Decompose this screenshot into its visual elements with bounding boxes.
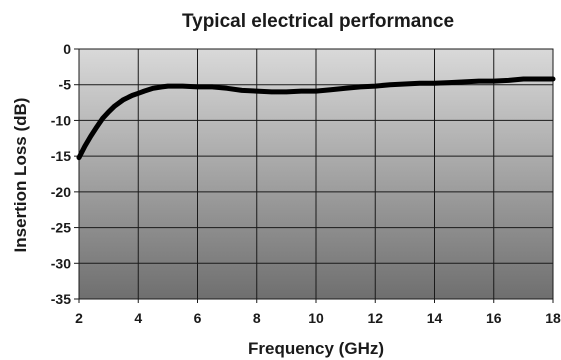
x-tick-label: 4 (134, 310, 142, 326)
y-tick-label: -15 (51, 148, 71, 164)
y-tick-labels: 0 -5 -10 -15 -20 -25 -30 -35 (51, 41, 71, 307)
y-tick-label: -30 (51, 255, 71, 271)
y-tick-label: -10 (51, 112, 71, 128)
x-tick-label: 18 (545, 310, 561, 326)
y-tick-label: -25 (51, 220, 71, 236)
x-tick-label: 16 (486, 310, 502, 326)
y-tick-label: -20 (51, 184, 71, 200)
y-tick-label: 0 (63, 41, 71, 57)
y-axis-label: Insertion Loss (dB) (11, 98, 30, 253)
insertion-loss-line (76, 76, 556, 161)
x-tick-label: 2 (75, 310, 83, 326)
x-axis-label: Frequency (GHz) (248, 339, 384, 358)
x-tick-label: 6 (194, 310, 202, 326)
x-tick-label: 8 (253, 310, 261, 326)
x-tick-label: 10 (308, 310, 324, 326)
x-tick-labels: 2 4 6 8 10 12 14 16 18 (75, 310, 561, 326)
chart-title: Typical electrical performance (182, 11, 454, 32)
x-tick-label: 14 (427, 310, 443, 326)
x-tick-label: 12 (367, 310, 383, 326)
y-tick-label: -35 (51, 291, 71, 307)
y-tick-label: -5 (59, 77, 72, 93)
